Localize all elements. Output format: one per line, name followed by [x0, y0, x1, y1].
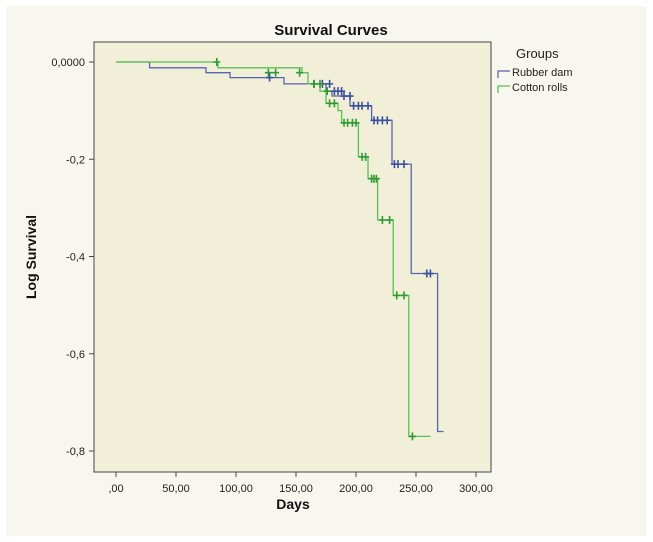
cotton-rolls-censor-mark — [400, 291, 408, 300]
cotton-rolls-censor-mark — [372, 174, 380, 183]
rubber-dam-censor-mark — [364, 101, 372, 110]
y-tick-label: 0,0000 — [51, 57, 85, 69]
x-tick-label: 200,00 — [339, 483, 373, 495]
x-tick-label: 100,00 — [219, 483, 253, 495]
x-tick-label: 50,00 — [162, 483, 190, 495]
rubber-dam-censor-mark — [338, 87, 346, 96]
rubber-dam-legend-swatch — [497, 70, 510, 78]
cotton-rolls-censor-mark — [378, 216, 386, 225]
x-tick-label: 150,00 — [279, 483, 313, 495]
chart-title: Survival Curves — [274, 22, 387, 39]
cotton-rolls-censor-mark — [310, 79, 318, 88]
rubber-dam-censor-mark — [346, 92, 354, 101]
cotton-rolls-censor-mark — [393, 291, 401, 300]
series-layer — [116, 58, 444, 441]
y-tick-label: -0,8 — [66, 446, 85, 458]
rubber-dam-censor-mark — [326, 79, 334, 88]
y-axis: 0,0000 -0,2 -0,4 -0,6 -0,8 — [51, 57, 94, 458]
y-tick-label: -0,2 — [66, 154, 85, 166]
cotton-rolls-censor-mark — [352, 118, 360, 127]
y-tick-label: -0,4 — [66, 252, 85, 264]
rubber-dam-censor-mark — [400, 160, 408, 169]
x-tick-label: ,00 — [108, 483, 123, 495]
cotton-rolls-censor-mark — [296, 68, 304, 77]
cotton-rolls-censor-mark — [408, 432, 416, 441]
cotton-rolls-censor-mark — [362, 152, 370, 161]
cotton-rolls-censor-mark — [330, 99, 338, 108]
cotton-rolls-censor-mark — [264, 68, 272, 77]
rubber-dam-legend-label: Rubber dam — [512, 67, 573, 79]
survival-chart: Survival Curves 0,0000 -0,2 -0,4 -0,6 -0,8 ,… — [23, 22, 573, 512]
legend: Groups Rubber dam Cotton rolls — [497, 46, 573, 94]
x-tick-label: 300,00 — [459, 483, 493, 495]
chart-figure: Survival Curves 0,0000 -0,2 -0,4 -0,6 -0,8 ,… — [6, 6, 646, 536]
cotton-rolls-censor-mark — [386, 216, 394, 225]
plot-area — [93, 41, 492, 473]
cotton-rolls-censor-mark — [316, 79, 324, 88]
rubber-dam-censor-mark — [340, 92, 348, 101]
y-tick-label: -0,6 — [66, 349, 85, 361]
legend-title: Groups — [516, 46, 559, 61]
cotton-rolls-censor-mark — [323, 87, 331, 96]
rubber-dam-survival-line — [116, 61, 444, 433]
cotton-rolls-censor-mark — [272, 68, 280, 77]
cotton-rolls-legend-swatch — [497, 85, 510, 93]
cotton-rolls-legend-label: Cotton rolls — [512, 82, 568, 94]
y-axis-label: Log Survival — [23, 215, 39, 299]
rubber-dam-censor-mark — [358, 101, 366, 110]
x-axis: ,00 50,00 100,00 150,00 200,00 250,00 300,00 — [108, 472, 493, 495]
rubber-dam-censor-mark — [426, 269, 434, 278]
rubber-dam-censor-mark — [266, 73, 274, 82]
x-tick-label: 250,00 — [399, 483, 433, 495]
cotton-rolls-censor-mark — [213, 58, 221, 66]
rubber-dam-censor-mark — [383, 116, 391, 125]
rubber-dam-censor-mark — [394, 160, 402, 169]
x-axis-label: Days — [276, 496, 310, 512]
